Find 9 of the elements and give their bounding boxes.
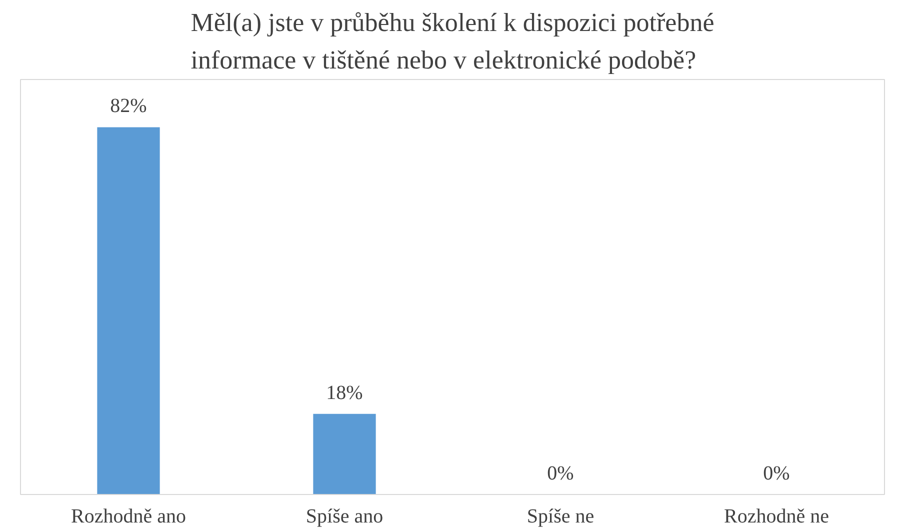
data-label: 82%: [110, 95, 147, 118]
x-tick-label: Rozhodně ne: [724, 506, 830, 528]
data-label: 0%: [547, 462, 574, 484]
data-label: 18%: [326, 382, 363, 404]
chart-title: Měl(a) jste v průběhu školení k dispozici potřebné informace v tištěné nebo v elektronické podobě?: [190, 8, 714, 74]
x-tick-label: Spíše ne: [526, 506, 594, 528]
x-tick-label: Rozhodně ano: [71, 506, 186, 528]
x-tick-label: Spíše ano: [306, 506, 384, 528]
data-label: 0%: [763, 462, 790, 484]
